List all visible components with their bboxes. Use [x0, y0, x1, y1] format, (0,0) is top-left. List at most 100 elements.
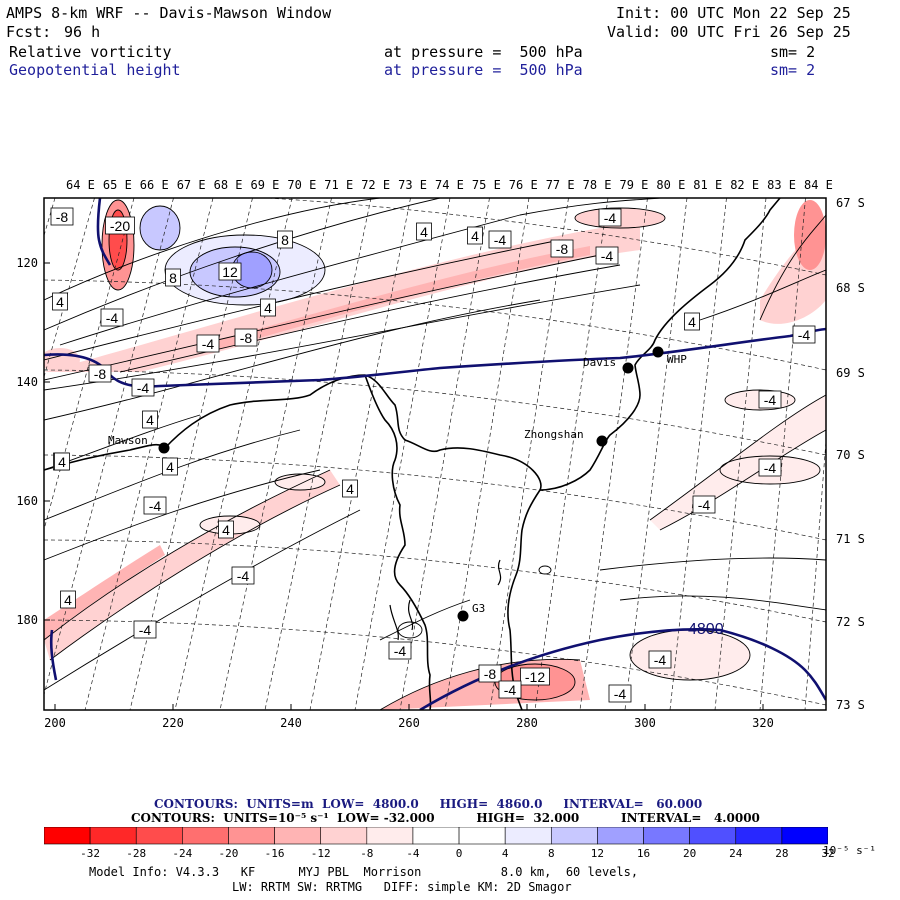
colorbar-swatch: [89, 827, 137, 845]
label-box: [467, 226, 483, 245]
colorbar-swatch: [550, 827, 598, 845]
shade-southwest-band: [44, 470, 340, 660]
longitude-label: 74 E: [435, 178, 464, 192]
colorbar-swatch: [320, 827, 368, 845]
y-tick-label: 120: [16, 256, 38, 270]
colorbar-label: -4: [406, 847, 420, 860]
meridian-line: [624, 198, 688, 710]
latitude-label: 72 S: [836, 615, 865, 629]
label-box: [692, 495, 716, 514]
longitude-label: 70 E: [287, 178, 316, 192]
label-text: 12: [222, 264, 238, 280]
colorbar-label: 4: [501, 847, 509, 860]
longitude-label: 65 E: [103, 178, 132, 192]
label-box: [598, 208, 622, 227]
label-box: [196, 334, 220, 353]
colorbar-label: 16: [636, 847, 651, 860]
meridian-line: [354, 198, 451, 710]
vorticity-label: -4: [131, 378, 155, 397]
y-tick-label: 160: [16, 494, 38, 508]
longitude-label: 73 E: [398, 178, 427, 192]
vorticity-label: -4: [388, 641, 412, 660]
label-box: [684, 312, 700, 331]
vorticity-label: -4: [498, 680, 522, 699]
vorticity-label: -8: [50, 207, 74, 226]
latitude-label: 68 S: [836, 281, 865, 295]
colorbar-label: 12: [590, 847, 605, 860]
colorbar-label: 0: [455, 847, 463, 860]
label-text: -4: [137, 380, 150, 396]
meridian-line: [84, 198, 214, 710]
vorticity-label: -4: [792, 325, 816, 344]
station-name: WHP: [667, 353, 687, 366]
x-tick-label: 220: [162, 716, 184, 730]
label-text: 4: [58, 454, 66, 470]
label-box: [165, 268, 181, 287]
meridian-line: [804, 436, 826, 710]
label-text: -8: [56, 209, 69, 225]
vorticity-label: 4: [142, 410, 158, 429]
label-text: -4: [106, 310, 119, 326]
colorbar-swatch: [135, 827, 183, 845]
label-box: [758, 390, 782, 409]
label-box: [488, 230, 512, 249]
contour-info-vorticity: CONTOURS: UNITS=10⁻⁵ s⁻¹ LOW= -32.000 HI…: [131, 811, 760, 825]
label-box: [498, 680, 522, 699]
shade-positive-band: [44, 222, 640, 372]
colorbar-label: -16: [264, 847, 285, 860]
label-text: -20: [110, 218, 130, 234]
vorticity-label: -4: [231, 566, 255, 585]
label-box: [143, 496, 167, 515]
meridian-line: [129, 198, 253, 710]
label-box: [131, 378, 155, 397]
colorbar-swatch: [597, 827, 644, 845]
longitude-label: 79 E: [620, 178, 649, 192]
label-text: -8: [240, 330, 253, 346]
label-text: -4: [139, 622, 152, 638]
label-box: [52, 292, 68, 311]
vorticity-label: -4: [595, 246, 619, 265]
vorticity-label: 4: [54, 452, 70, 471]
colorbar-swatch: [182, 827, 229, 845]
vorticity-label: -8: [234, 328, 258, 347]
label-text: 4: [146, 412, 154, 428]
colorbar-label: -24: [172, 847, 193, 860]
colorbar-swatch: [274, 827, 322, 845]
colorbar-swatch: [781, 827, 828, 845]
longitude-label: 72 E: [361, 178, 390, 192]
meridian-line: [174, 198, 293, 710]
vorticity-label: 12: [218, 262, 242, 281]
latitude-label: 71 S: [836, 532, 865, 546]
meridian-line: [489, 198, 569, 710]
meridian-line: [219, 198, 332, 710]
latitude-label: 73 S: [836, 698, 865, 712]
vorticity-label: -4: [758, 390, 782, 409]
label-text: -4: [764, 392, 777, 408]
colorbar-label: 28: [775, 847, 789, 860]
meridian-line: [309, 198, 411, 710]
latitude-label: 67 S: [836, 196, 865, 210]
vorticity-label: 4: [218, 520, 234, 539]
label-text: 4: [688, 314, 696, 330]
vorticity-label: -20: [105, 216, 135, 235]
valid-time: Valid: 00 UTC Fri 26 Sep 25: [607, 23, 851, 41]
meridian-line: [264, 198, 372, 710]
label-box: [550, 239, 574, 258]
label-text: -12: [525, 669, 545, 685]
label-box: [520, 667, 550, 686]
model-info: Model Info: V4.3.3 KF MYJ PBL Morrison 8…: [89, 865, 639, 879]
label-box: [142, 410, 158, 429]
vorticity-label: 4: [52, 292, 68, 311]
colorbar-swatch: [366, 827, 414, 845]
colorbar-units: 10⁻⁵ s⁻¹: [823, 844, 876, 857]
y-axis-ticks: 120 140 160 180: [16, 256, 50, 627]
label-text: -4: [604, 210, 617, 226]
label-box: [231, 566, 255, 585]
station-name: Zhongshan: [524, 428, 584, 441]
label-text: -4: [394, 643, 407, 659]
meridian-line: [534, 198, 609, 710]
label-text: -4: [614, 686, 627, 702]
label-box: [218, 262, 242, 281]
label-text: -4: [698, 497, 711, 513]
colorbar-label: -12: [310, 847, 331, 860]
